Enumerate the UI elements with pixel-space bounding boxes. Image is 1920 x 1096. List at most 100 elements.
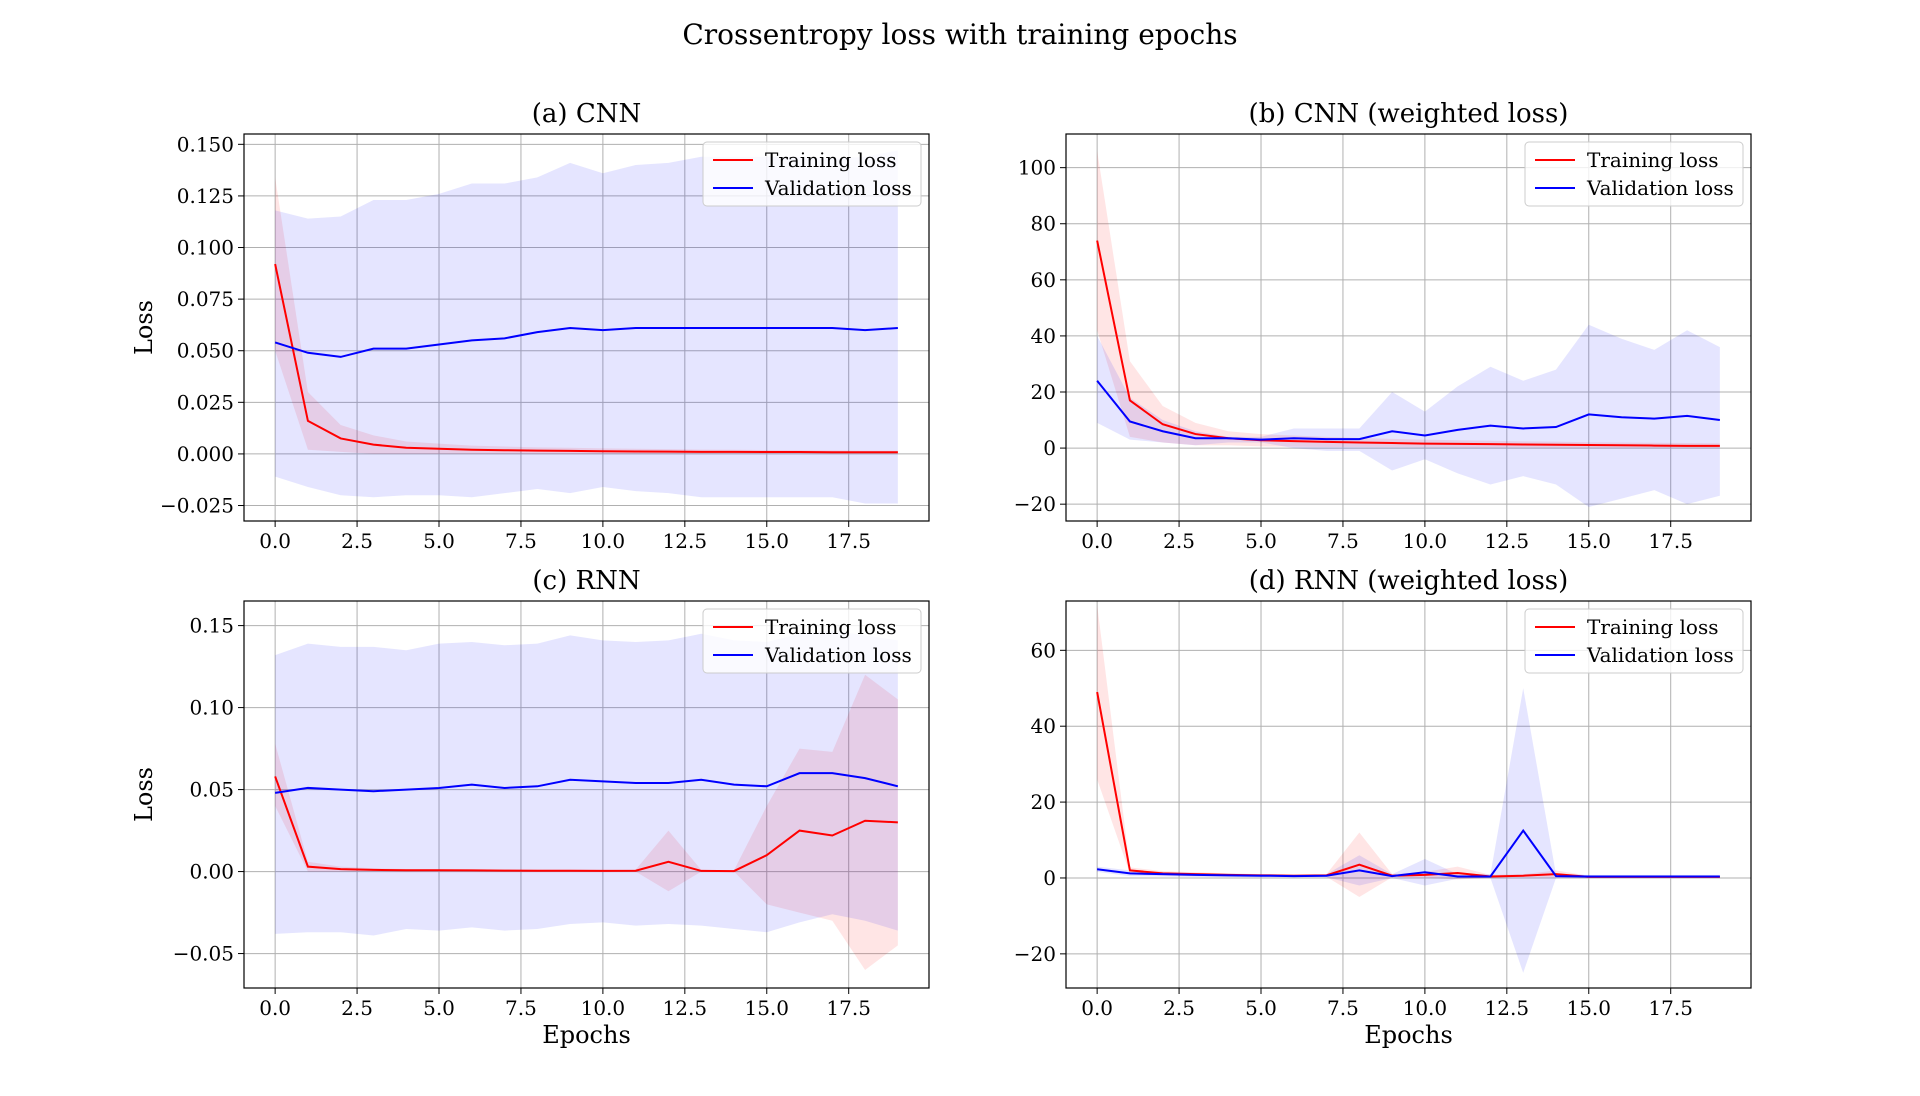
subplot-grid: 0.0 2.5 5.0 7.5 10.0 12.5 15.0 17.5−0.0250.0000… bbox=[130, 99, 1752, 1049]
legend-box bbox=[1524, 141, 1744, 207]
legend: Training loss Validation loss bbox=[702, 608, 922, 674]
y-axis-label: Loss bbox=[130, 300, 158, 355]
x-tick-label: 7.5 bbox=[1327, 996, 1359, 1020]
legend: Training loss Validation loss bbox=[702, 141, 922, 207]
y-tick-label: −20 bbox=[1014, 942, 1056, 966]
x-tick-label: 0.0 bbox=[1081, 996, 1113, 1020]
y-tick-label: 0.15 bbox=[189, 614, 234, 638]
subplot-title: (b) CNN (weighted loss) bbox=[1249, 99, 1569, 129]
axes-frame bbox=[1065, 133, 1752, 522]
x-tick-label: 15.0 bbox=[1566, 529, 1611, 553]
y-tick-label: 0.05 bbox=[189, 778, 234, 802]
y-tick-label: 0.125 bbox=[177, 184, 234, 208]
x-tick-label: 10.0 bbox=[581, 996, 626, 1020]
plot-area bbox=[274, 150, 898, 504]
x-tick-label: 0.0 bbox=[259, 529, 291, 553]
validation-loss-band bbox=[275, 150, 898, 504]
legend-validation-label: Validation loss bbox=[764, 643, 912, 667]
legend-training-label: Training loss bbox=[765, 615, 897, 639]
legend: Training loss Validation loss bbox=[1524, 141, 1744, 207]
x-tick-label: 0.0 bbox=[1081, 529, 1113, 553]
x-tick-label: 7.5 bbox=[505, 529, 537, 553]
legend-box bbox=[1524, 608, 1744, 674]
validation-loss-line bbox=[274, 327, 898, 358]
y-tick-label: 0.000 bbox=[177, 442, 234, 466]
x-tick-label: 15.0 bbox=[1566, 996, 1611, 1020]
y-tick-label: 20 bbox=[1031, 790, 1056, 814]
x-tick-label: 15.0 bbox=[744, 529, 789, 553]
y-tick-label: 40 bbox=[1031, 324, 1056, 348]
y-tick-label: 60 bbox=[1031, 268, 1056, 292]
validation-loss-band bbox=[275, 630, 898, 936]
y-tick-label: −20 bbox=[1014, 492, 1056, 516]
training-loss-band bbox=[275, 177, 898, 454]
axes-frame bbox=[243, 133, 930, 522]
x-axis-label: Epochs bbox=[542, 1021, 631, 1049]
x-tick-label: 7.5 bbox=[505, 996, 537, 1020]
x-tick-label: 17.5 bbox=[826, 996, 871, 1020]
y-tick-label: −0.05 bbox=[173, 942, 234, 966]
validation-loss-band bbox=[1097, 324, 1720, 507]
x-tick-label: 12.5 bbox=[663, 996, 708, 1020]
y-tick-label: 20 bbox=[1031, 380, 1056, 404]
legend-validation-label: Validation loss bbox=[764, 176, 912, 200]
plot-area bbox=[1096, 604, 1720, 973]
training-loss-line bbox=[1096, 240, 1720, 447]
x-tick-label: 0.0 bbox=[259, 996, 291, 1020]
legend-box bbox=[702, 608, 922, 674]
validation-loss-line bbox=[1097, 828, 1720, 878]
x-tick-label: 2.5 bbox=[341, 996, 373, 1020]
y-tick-label: 0 bbox=[1043, 436, 1056, 460]
x-tick-label: 5.0 bbox=[1245, 529, 1277, 553]
y-axis-label: Loss bbox=[130, 767, 158, 822]
training-loss-band bbox=[1097, 150, 1720, 448]
legend-validation-label: Validation loss bbox=[1586, 176, 1734, 200]
y-tick-label: 0 bbox=[1043, 866, 1056, 890]
x-tick-label: 10.0 bbox=[581, 529, 626, 553]
x-tick-label: 12.5 bbox=[1485, 996, 1530, 1020]
validation-loss-line bbox=[1096, 380, 1720, 441]
x-tick-label: 10.0 bbox=[1403, 996, 1448, 1020]
x-tick-label: 5.0 bbox=[423, 996, 455, 1020]
y-tick-label: 0.00 bbox=[189, 860, 234, 884]
y-tick-label: 0.075 bbox=[177, 287, 234, 311]
x-tick-label: 10.0 bbox=[1403, 529, 1448, 553]
x-tick-label: 15.0 bbox=[744, 996, 789, 1020]
y-tick-label: 80 bbox=[1031, 212, 1056, 236]
x-tick-label: 2.5 bbox=[1163, 996, 1195, 1020]
y-tick-label: 0.025 bbox=[177, 390, 234, 414]
x-tick-label: 5.0 bbox=[423, 529, 455, 553]
y-tick-label: 100 bbox=[1018, 156, 1056, 180]
y-tick-label: 0.050 bbox=[177, 339, 234, 363]
subplot-title: (a) CNN bbox=[532, 99, 641, 129]
training-loss-line bbox=[274, 776, 898, 873]
x-tick-label: 12.5 bbox=[1485, 529, 1530, 553]
legend-box bbox=[702, 141, 922, 207]
validation-loss-line bbox=[274, 772, 899, 794]
axes-frame bbox=[1065, 600, 1752, 989]
x-tick-label: 5.0 bbox=[1245, 996, 1277, 1020]
y-tick-label: 0.150 bbox=[177, 132, 234, 156]
plot-area bbox=[274, 630, 899, 970]
legend-validation-label: Validation loss bbox=[1586, 643, 1734, 667]
x-tick-label: 2.5 bbox=[341, 529, 373, 553]
x-axis-label: Epochs bbox=[1364, 1021, 1453, 1049]
x-tick-label: 7.5 bbox=[1327, 529, 1359, 553]
x-tick-label: 17.5 bbox=[1648, 996, 1693, 1020]
x-tick-label: 17.5 bbox=[826, 529, 871, 553]
x-tick-label: 2.5 bbox=[1163, 529, 1195, 553]
y-tick-label: 60 bbox=[1031, 638, 1056, 662]
subplot-1: 0.0 2.5 5.0 7.5 10.0 12.5 15.0 17.5 −0.025 0.000 0… bbox=[130, 99, 930, 553]
plot-area bbox=[1096, 150, 1720, 507]
y-tick-label: 0.10 bbox=[189, 696, 234, 720]
subplot-4: 0.0 2.5 5.0 7.5 10.0 12.5 15.0 17.5 −20 0 20 40 60 (d… bbox=[1014, 566, 1752, 1049]
y-tick-label: 0.100 bbox=[177, 236, 234, 260]
legend: Training loss Validation loss bbox=[1524, 608, 1744, 674]
subplot-title: (c) RNN bbox=[532, 566, 640, 596]
subplot-2: 0.0 2.5 5.0 7.5 10.0 12.5 15.0 17.5 −20 0 20 40 60 80… bbox=[1014, 99, 1752, 553]
figure-title: Crossentropy loss with training epochs bbox=[682, 18, 1237, 51]
y-tick-label: 40 bbox=[1031, 714, 1056, 738]
x-tick-label: 12.5 bbox=[663, 529, 708, 553]
training-loss-band bbox=[275, 674, 898, 970]
